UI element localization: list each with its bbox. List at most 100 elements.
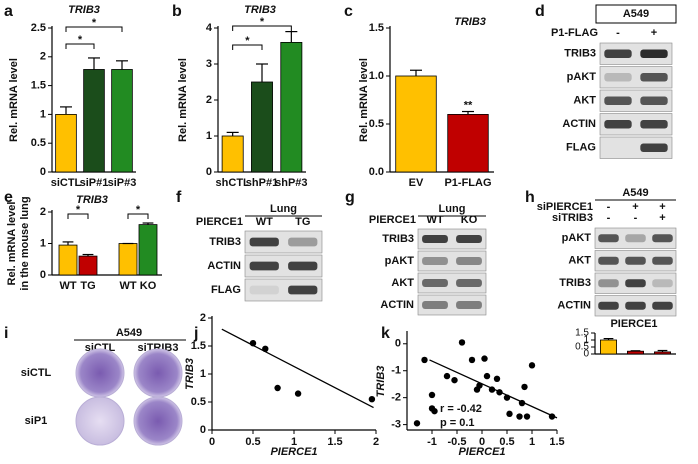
panel-label: d xyxy=(535,3,545,20)
point xyxy=(421,357,427,363)
annotation: r = -0.42 xyxy=(440,403,482,415)
error-bar xyxy=(116,61,128,70)
panel-label: f xyxy=(176,189,182,206)
significance-label: * xyxy=(78,34,83,46)
blot-row-label: ACTIN xyxy=(562,118,596,130)
x-tick-label: siP#3 xyxy=(108,177,137,189)
y-tick-label: 1.0 xyxy=(369,70,384,82)
blot-row-label: ACTIN xyxy=(557,300,591,312)
error-bar xyxy=(256,64,268,82)
point xyxy=(431,408,437,414)
point xyxy=(521,384,527,390)
chart-title: TRIB3 xyxy=(244,4,276,16)
point xyxy=(496,389,502,395)
y-tick-label: 0 xyxy=(200,424,206,436)
y-tick-label: 2 xyxy=(40,51,46,63)
bar xyxy=(600,340,616,354)
blot-band xyxy=(640,144,667,152)
blot-group-label: A549 xyxy=(622,187,648,199)
condition-label: PIERCE1 xyxy=(196,216,243,228)
point xyxy=(295,390,301,396)
y-tick-label: 3 xyxy=(206,58,212,70)
point xyxy=(519,400,525,406)
chart-title: TRIB3 xyxy=(68,4,100,16)
blot-band xyxy=(604,120,631,128)
y-tick-label: -2 xyxy=(391,392,401,404)
condition-label: PIERCE1 xyxy=(369,214,416,226)
y-tick-label: 1.5 xyxy=(575,328,589,339)
blot-row-label: TRIB3 xyxy=(559,277,591,289)
blot-band xyxy=(456,257,482,265)
x-tick-label: 1.5 xyxy=(327,436,342,448)
significance-label: ** xyxy=(464,99,473,111)
point xyxy=(444,373,450,379)
panel-label: a xyxy=(4,3,13,20)
point xyxy=(476,382,482,388)
y-tick-label: -3 xyxy=(391,419,401,431)
blot-band xyxy=(604,73,631,81)
y-tick-label: 0 xyxy=(40,269,46,281)
annotation: p = 0.1 xyxy=(440,417,475,429)
x-tick-label: EV xyxy=(409,177,424,189)
significance-label: * xyxy=(245,35,250,47)
lane-label: - xyxy=(634,212,638,224)
panel-label: h xyxy=(525,189,535,206)
blot-band xyxy=(625,279,646,287)
y-tick-label: 0.5 xyxy=(191,396,206,408)
x-tick-label: 0.5 xyxy=(245,436,260,448)
bar xyxy=(112,69,133,172)
chart-title: TRIB3 xyxy=(454,16,486,28)
blot-row-label: ACTIN xyxy=(207,260,241,272)
point xyxy=(489,386,495,392)
y-axis-title: Rel. mRNA level xyxy=(358,58,370,142)
blot-row-label: AKT xyxy=(391,277,414,289)
y-tick-label: 2 xyxy=(200,312,206,324)
blot-band xyxy=(652,257,673,265)
blot-band xyxy=(652,234,673,242)
y-tick-label: 0.5 xyxy=(369,118,384,130)
condition-label: P1-FLAG xyxy=(551,27,598,39)
blot-row-label: AKT xyxy=(573,95,596,107)
blot-band xyxy=(422,257,448,265)
bar xyxy=(56,114,77,172)
bar xyxy=(448,114,489,172)
point xyxy=(504,394,510,400)
x-tick-label: 1 xyxy=(529,436,535,448)
y-tick-label: 1.5 xyxy=(31,80,46,92)
blot-band xyxy=(640,50,667,58)
panel-label: i xyxy=(4,325,8,342)
point xyxy=(549,413,555,419)
condition-label: siTRIB3 xyxy=(552,212,593,224)
y-tick-label: 2 xyxy=(40,206,46,218)
blot-band xyxy=(652,279,673,287)
error-bar xyxy=(88,58,100,70)
lane-label: - xyxy=(616,27,620,39)
bar xyxy=(84,69,105,172)
point xyxy=(451,377,457,383)
panel-label: c xyxy=(344,3,353,20)
point xyxy=(484,373,490,379)
point xyxy=(250,340,256,346)
chart-title: PIERCE1 xyxy=(610,318,657,330)
bar xyxy=(139,225,157,275)
lane-label: + xyxy=(659,212,665,224)
x-tick-label: KO xyxy=(140,280,157,292)
y-axis-title: TRIB3 xyxy=(375,366,387,398)
blot-group-label: A549 xyxy=(623,8,649,20)
y-tick-label: -1 xyxy=(391,365,401,377)
blot-band xyxy=(250,238,279,247)
point xyxy=(529,362,535,368)
lane-label: + xyxy=(651,27,657,39)
blot-row-label: AKT xyxy=(568,255,591,267)
point xyxy=(516,413,522,419)
blot-band xyxy=(250,286,279,295)
error-bar xyxy=(60,107,72,114)
x-axis-title: PIERCE1 xyxy=(458,446,505,458)
y-tick-label: 1 xyxy=(40,237,46,249)
y-tick-label: 1 xyxy=(206,130,212,142)
x-tick-label: -1 xyxy=(427,436,437,448)
point xyxy=(494,376,500,382)
blot-row-label: FLAG xyxy=(566,142,596,154)
blot-band xyxy=(456,279,482,287)
blot-band xyxy=(288,238,317,247)
